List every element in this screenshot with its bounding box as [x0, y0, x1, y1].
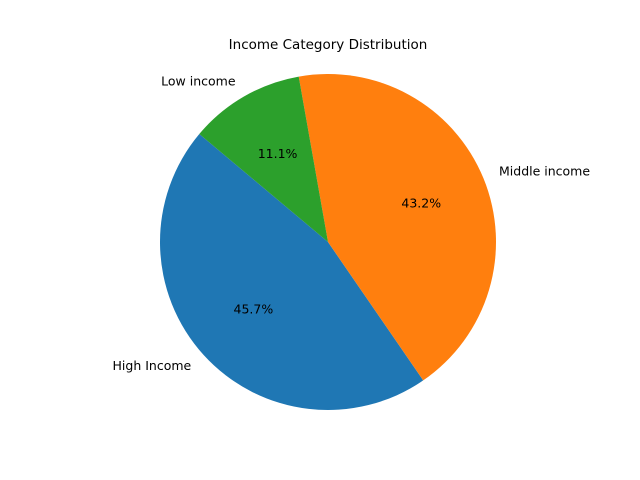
slice-label-high-income: High Income — [113, 358, 192, 373]
chart-title: Income Category Distribution — [229, 37, 428, 53]
pie-slice-middle-income — [298, 74, 497, 381]
pie-labels: High Income 45.7% Middle income 43.2% Low in… — [113, 73, 591, 372]
pie-slice-low-income — [199, 76, 328, 242]
pct-label-low-income: 11.1% — [258, 146, 298, 161]
pie-slice-high-income — [159, 134, 424, 411]
slice-label-low-income: Low income — [161, 73, 236, 88]
pct-label-high-income: 45.7% — [234, 301, 274, 316]
pie-wedges — [159, 74, 497, 411]
slice-label-middle-income: Middle income — [499, 163, 590, 178]
pct-label-middle-income: 43.2% — [401, 195, 441, 210]
